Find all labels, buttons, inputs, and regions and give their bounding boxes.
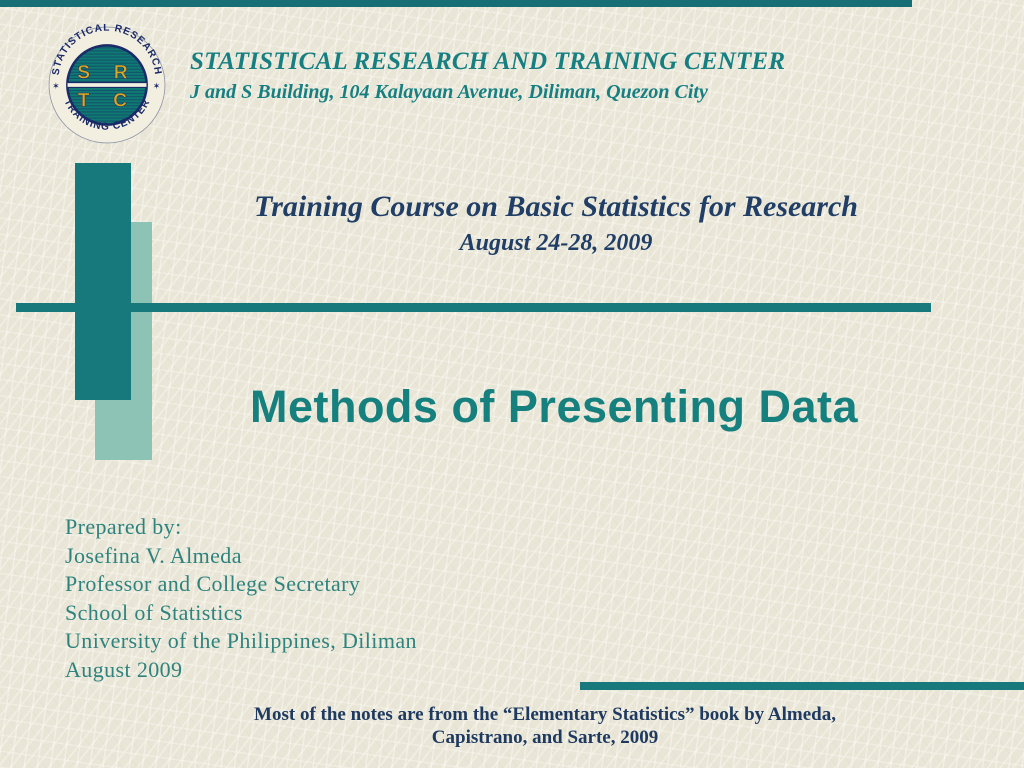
seal-initials-bottom: T C xyxy=(78,90,137,111)
author-name: Josefina V. Almeda xyxy=(65,542,242,568)
course-title: Training Course on Basic Statistics for … xyxy=(254,190,858,223)
footer-divider-line xyxy=(580,682,1024,690)
seal-star-left-icon: ✶ xyxy=(52,81,60,91)
seal-initials-top: S R xyxy=(77,62,137,83)
footnote-line1: Most of the notes are from the “Elementa… xyxy=(254,704,836,725)
org-address: J and S Building, 104 Kalayaan Avenue, D… xyxy=(190,81,708,103)
author-school: School of Statistics xyxy=(65,599,243,625)
footnote: Most of the notes are from the “Elementa… xyxy=(125,703,965,749)
org-header: STATISTICAL RESEARCH AND TRAINING CENTER… xyxy=(190,48,910,104)
seal-divider-band xyxy=(67,82,147,88)
srtc-logo: S R T C STATISTICAL RESEARCH TRAINING CE… xyxy=(46,23,168,146)
prepared-date: August 2009 xyxy=(65,656,183,682)
footnote-line2: Capistrano, and Sarte, 2009 xyxy=(431,727,659,748)
top-accent-bar xyxy=(0,0,912,7)
seal-star-right-icon: ✶ xyxy=(153,81,161,91)
divider-line xyxy=(16,303,931,312)
prepared-by-block: Prepared by: Josefina V. Almeda Professo… xyxy=(65,513,417,684)
slide-title: Methods of Presenting Data xyxy=(249,381,859,432)
decor-bar-dark xyxy=(75,163,131,400)
author-position: Professor and College Secretary xyxy=(65,571,361,596)
course-dates: August 24-28, 2009 xyxy=(459,230,653,256)
org-name: STATISTICAL RESEARCH AND TRAINING CENTER xyxy=(190,48,786,75)
author-university: University of the Philippines, Diliman xyxy=(65,628,417,653)
course-title-block: Training Course on Basic Statistics for … xyxy=(156,190,956,257)
srtc-seal-icon: S R T C STATISTICAL RESEARCH TRAINING CE… xyxy=(48,23,166,144)
prepared-by-label: Prepared by: xyxy=(65,514,182,539)
